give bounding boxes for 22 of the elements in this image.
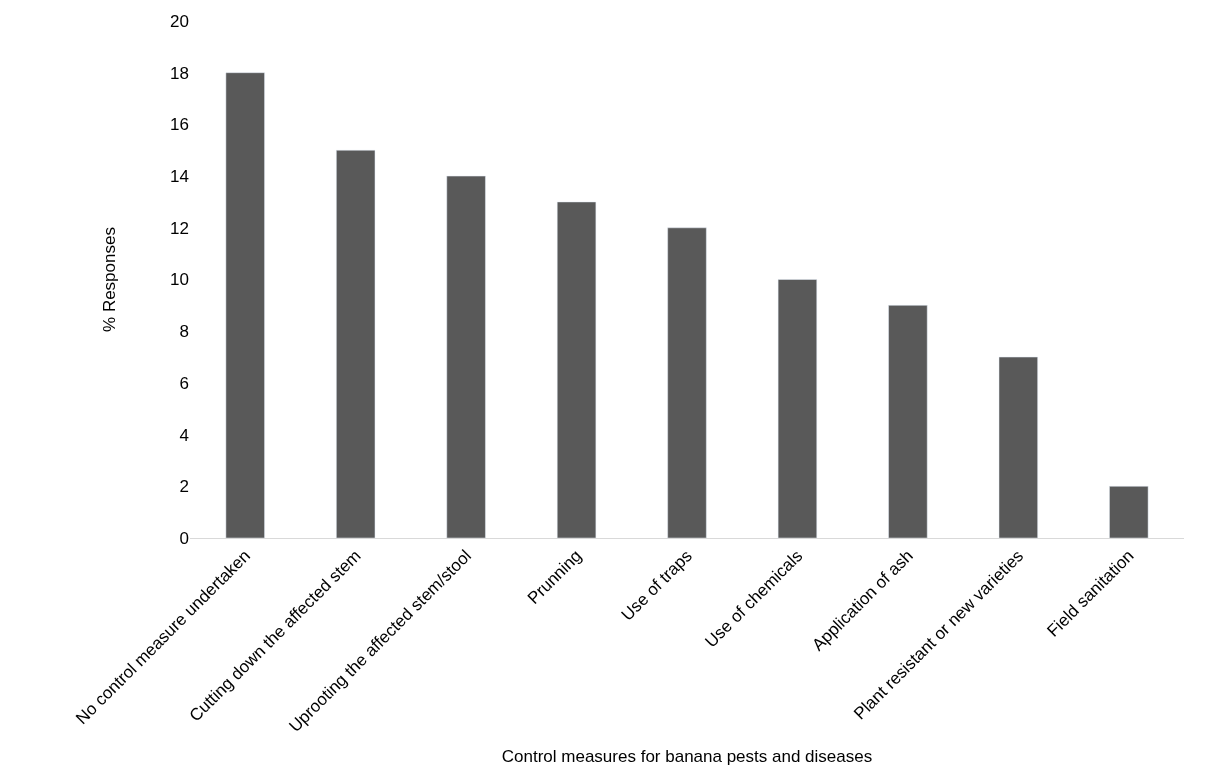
bar [446, 175, 486, 538]
y-tick-label: 4 [179, 425, 189, 445]
y-tick-label: 2 [179, 477, 189, 497]
y-tick-label: 14 [170, 167, 189, 187]
x-axis-title: Control measures for banana pests and diseases [501, 747, 873, 767]
y-tick-label: 8 [179, 322, 189, 342]
y-tick-label: 12 [170, 218, 189, 238]
bar [998, 356, 1038, 538]
y-axis-title: % Responses [99, 227, 119, 332]
y-tick-label: 6 [179, 373, 189, 393]
bar [336, 150, 376, 538]
y-tick-label: 10 [170, 270, 189, 290]
y-tick-label: 20 [170, 11, 189, 31]
bar [888, 305, 928, 538]
bar [225, 72, 265, 538]
y-tick-label: 18 [170, 63, 189, 83]
bar [667, 227, 707, 538]
bar [777, 279, 818, 538]
bar [556, 201, 597, 538]
bar [1109, 486, 1149, 538]
y-tick-label: 16 [170, 115, 189, 135]
y-tick-label: 0 [179, 528, 189, 548]
